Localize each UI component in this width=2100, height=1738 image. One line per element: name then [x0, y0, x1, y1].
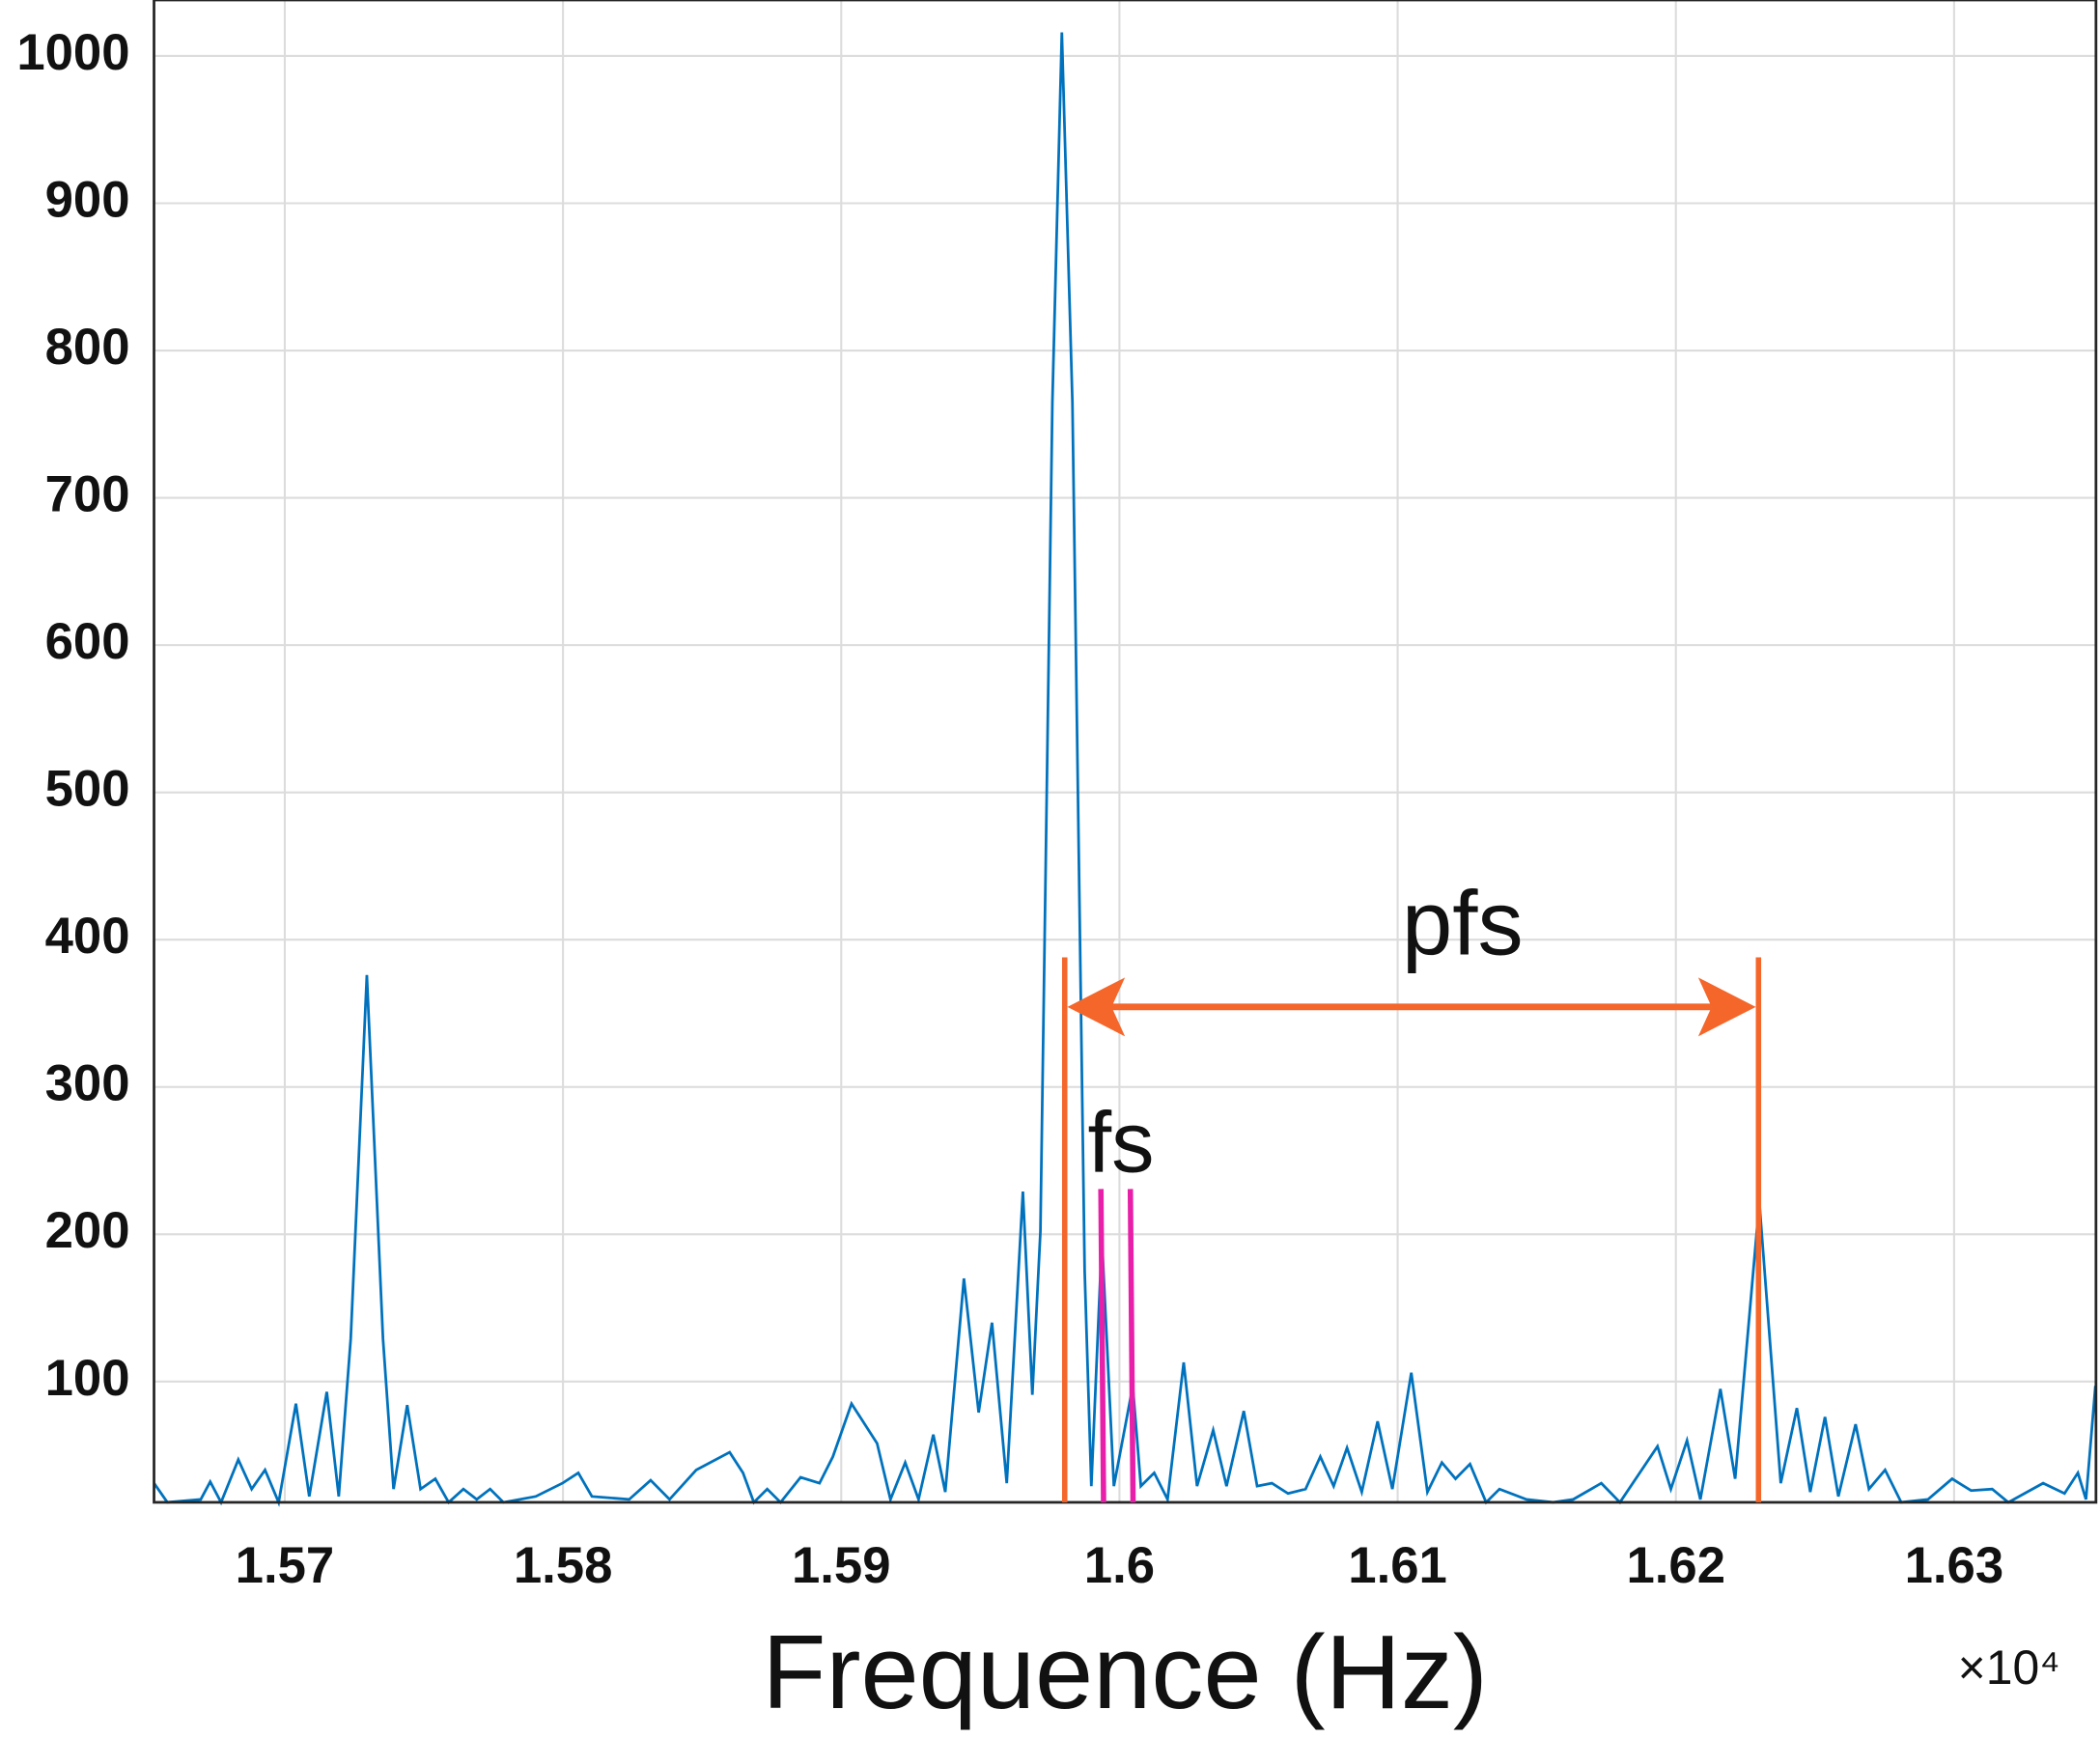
- y-tick-label: 300: [45, 1055, 130, 1112]
- y-tick-label: 1000: [16, 24, 129, 81]
- y-tick-label: 900: [45, 171, 130, 228]
- y-tick-label: 200: [45, 1202, 130, 1259]
- x-multiplier: ×10⁴: [1958, 1640, 2060, 1695]
- x-tick-label: 1.59: [792, 1537, 891, 1594]
- arrow-head: [1067, 977, 1126, 1037]
- plot: [153, 32, 2097, 1507]
- y-tick-label: 500: [45, 761, 130, 818]
- axes-box: [153, 0, 2098, 1504]
- fs-line: [1098, 1189, 1106, 1502]
- x-axis-label: Frequence (Hz): [762, 1613, 1488, 1730]
- fs-marker: [1098, 1189, 1136, 1502]
- x-tick-label: 1.6: [1084, 1537, 1155, 1594]
- x-tick-label: 1.63: [1905, 1537, 2004, 1594]
- y-tick-label: 700: [45, 466, 130, 523]
- y-tick-label: 600: [45, 613, 130, 670]
- x-tick-label: 1.61: [1348, 1537, 1447, 1594]
- y-tick-label: 100: [45, 1350, 130, 1407]
- annotation: pfs: [1402, 873, 1524, 974]
- arrow-head: [1697, 977, 1756, 1037]
- y-tick-label: 800: [45, 319, 130, 376]
- annotation: fs: [1087, 1094, 1154, 1190]
- spectrum-line: [153, 32, 2097, 1507]
- y-tick-label: 400: [45, 908, 130, 965]
- x-tick-label: 1.58: [514, 1537, 613, 1594]
- x-tick-label: 1.57: [236, 1537, 335, 1594]
- grid: [154, 0, 2096, 1502]
- x-tick-label: 1.62: [1626, 1537, 1725, 1594]
- fs-line: [1127, 1189, 1136, 1502]
- pfs-marker: [1061, 957, 1762, 1502]
